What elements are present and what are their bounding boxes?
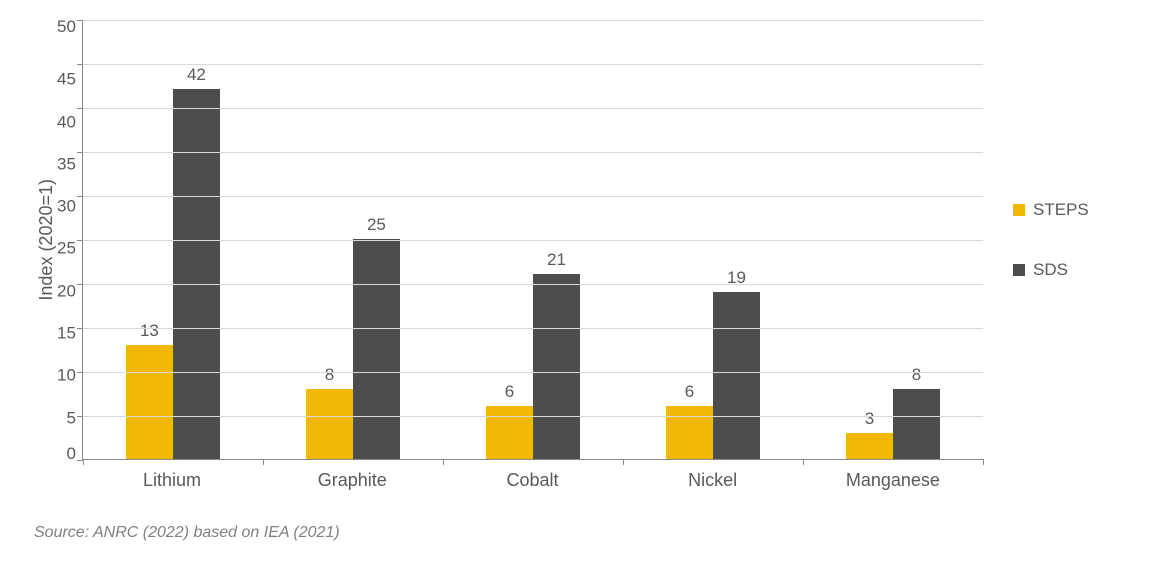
y-tick-mark [77,284,83,285]
bar-value-label: 21 [547,250,566,270]
legend-swatch [1013,264,1025,276]
y-tick-label: 5 [66,409,75,426]
gridline [83,64,983,65]
x-tick-mark [983,459,984,465]
legend-item: STEPS [1013,200,1143,220]
y-tick-label: 10 [57,367,76,384]
bar: 13 [126,345,173,459]
gridline [83,416,983,417]
y-tick-mark [77,64,83,65]
gridline [83,20,983,21]
chart-container: Index (2020=1) 50454035302520151050 1342… [0,0,1173,566]
y-tick-mark [77,240,83,241]
y-axis-label: Index (2020=1) [30,179,57,301]
y-tick-mark [77,108,83,109]
bar: 8 [893,389,940,459]
x-tick-mark [803,459,804,465]
bar-value-label: 42 [187,65,206,85]
x-axis-label: Lithium [82,470,262,491]
gridline [83,328,983,329]
y-tick-mark [77,196,83,197]
x-axis-labels: LithiumGraphiteCobaltNickelManganese [82,470,983,491]
bar-value-label: 25 [367,215,386,235]
plot-outer: 134282562161938 LithiumGraphiteCobaltNic… [82,20,983,500]
bar: 25 [353,239,400,459]
y-tick-label: 15 [57,325,76,342]
x-axis-label: Nickel [623,470,803,491]
bar: 6 [666,406,713,459]
gridline [83,284,983,285]
bar-value-label: 6 [685,382,694,402]
gridline [83,196,983,197]
legend-swatch [1013,204,1025,216]
bar: 19 [713,292,760,459]
bar: 3 [846,433,893,459]
x-tick-mark [443,459,444,465]
x-tick-mark [623,459,624,465]
bar: 8 [306,389,353,459]
gridline [83,372,983,373]
y-tick-mark [77,416,83,417]
legend-label: STEPS [1033,200,1089,220]
bar-value-label: 8 [325,365,334,385]
bar-value-label: 8 [912,365,921,385]
y-tick-label: 45 [57,71,76,88]
y-tick-label: 35 [57,155,76,172]
bar: 21 [533,274,580,459]
y-tick-label: 50 [57,18,76,35]
bar-value-label: 6 [505,382,514,402]
gridline [83,108,983,109]
y-tick-label: 20 [57,282,76,299]
bar-value-label: 3 [865,409,874,429]
x-tick-mark [263,459,264,465]
legend: STEPS SDS [983,0,1143,500]
gridline [83,240,983,241]
y-tick-mark [77,152,83,153]
y-tick-mark [77,20,83,21]
x-tick-mark [83,459,84,465]
x-axis-label: Manganese [803,470,983,491]
x-axis-label: Graphite [262,470,442,491]
legend-label: SDS [1033,260,1068,280]
x-axis-label: Cobalt [442,470,622,491]
y-tick-mark [77,372,83,373]
bar-value-label: 13 [140,321,159,341]
chart-inner: Index (2020=1) 50454035302520151050 1342… [30,20,1143,500]
y-tick-label: 40 [57,113,76,130]
bar: 42 [173,89,220,459]
y-tick-label: 25 [57,240,76,257]
y-tick-label: 30 [57,198,76,215]
y-tick-label: 0 [66,445,75,462]
gridline [83,152,983,153]
bar: 6 [486,406,533,459]
y-tick-mark [77,328,83,329]
legend-item: SDS [1013,260,1143,280]
source-note: Source: ANRC (2022) based on IEA (2021) [34,524,1143,542]
plot-area: 134282562161938 [82,20,983,460]
